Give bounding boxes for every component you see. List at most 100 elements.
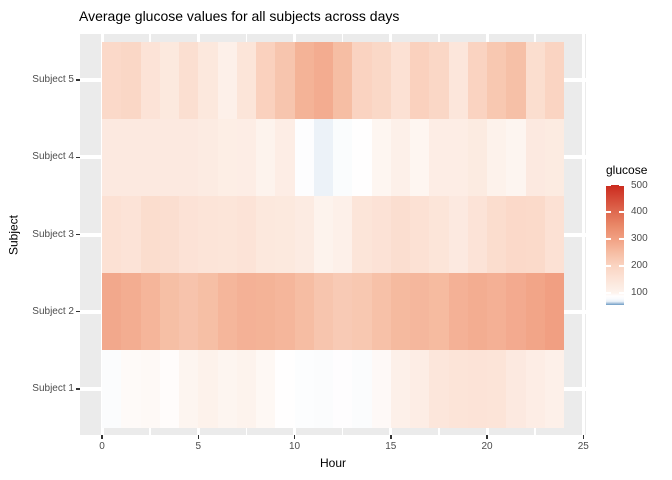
heatmap-cell xyxy=(313,273,333,351)
legend-tick-label: 500 xyxy=(631,179,648,191)
legend: glucose 500 400 300 200 100 xyxy=(606,163,672,308)
legend-colorbar xyxy=(606,185,624,305)
heatmap-cell xyxy=(371,195,391,274)
x-axis-title: Hour xyxy=(319,456,346,470)
heatmap-cell xyxy=(179,118,199,196)
heatmap-cell xyxy=(410,41,430,119)
heatmap-cell xyxy=(256,273,276,351)
heatmap-cell xyxy=(102,350,122,428)
heatmap-cell xyxy=(217,41,237,119)
heatmap-cell xyxy=(294,41,314,119)
heatmap-cell xyxy=(236,350,256,428)
legend-tick-label: 200 xyxy=(631,260,648,272)
legend-tick-mark xyxy=(619,237,624,240)
heatmap-row xyxy=(102,118,564,196)
heatmap-cell xyxy=(429,273,449,351)
heatmap-row xyxy=(102,350,564,428)
heatmap-cell xyxy=(448,350,468,428)
legend-tick-mark xyxy=(619,264,624,267)
heatmap-row xyxy=(102,41,564,119)
heatmap-cell xyxy=(179,41,199,119)
heatmap-cell xyxy=(352,41,372,119)
heatmap-cell xyxy=(159,41,179,119)
heatmap-cell xyxy=(313,118,333,196)
heatmap-cell xyxy=(352,195,372,274)
heatmap-cell xyxy=(256,41,276,119)
legend-tick-mark xyxy=(619,291,624,294)
heatmap-cell xyxy=(140,195,160,274)
heatmap-cell xyxy=(256,118,276,196)
heatmap-cell xyxy=(294,195,314,274)
heatmap-cell xyxy=(140,41,160,119)
heatmap-cell xyxy=(371,273,391,351)
heatmap-cell xyxy=(371,350,391,428)
heatmap-cell xyxy=(256,350,276,428)
y-axis-title: Subject xyxy=(6,214,21,256)
x-tick-mark xyxy=(293,435,296,439)
heatmap-cell xyxy=(390,41,410,119)
heatmap-row xyxy=(102,273,564,351)
heatmap-cell xyxy=(102,195,122,274)
legend-tick-mark xyxy=(606,237,611,240)
heatmap-cell xyxy=(121,195,141,274)
heatmap-cell xyxy=(390,195,410,274)
heatmap-cell xyxy=(275,273,295,351)
heatmap-cell xyxy=(487,350,507,428)
heatmap-cell xyxy=(448,118,468,196)
heatmap-cell xyxy=(313,350,333,428)
heatmap-cell xyxy=(333,195,353,274)
heatmap-cell xyxy=(275,118,295,196)
heatmap-cell xyxy=(198,195,218,274)
heatmap-cell xyxy=(371,41,391,119)
y-tick-mark xyxy=(76,388,80,390)
legend-tick-mark xyxy=(606,291,611,294)
heatmap-cell xyxy=(544,195,564,274)
heatmap-cell xyxy=(525,350,545,428)
y-tick-label: Subject 2 xyxy=(32,305,74,317)
y-tick-mark xyxy=(76,79,80,81)
heatmap-cell xyxy=(313,195,333,274)
heatmap-cell xyxy=(121,350,141,428)
chart-panel xyxy=(80,34,586,435)
legend-tick-mark xyxy=(619,184,624,186)
heatmap-cell xyxy=(506,118,526,196)
heatmap-cell xyxy=(448,273,468,351)
heatmap-cell xyxy=(544,273,564,351)
legend-tick-label: 100 xyxy=(631,287,648,299)
heatmap-cell xyxy=(198,118,218,196)
legend-tick-mark xyxy=(619,210,624,213)
x-tick-label: 25 xyxy=(577,441,589,452)
heatmap-cell xyxy=(506,195,526,274)
y-tick-label: Subject 3 xyxy=(32,228,74,240)
heatmap-cell xyxy=(467,350,487,428)
heatmap-cell xyxy=(410,118,430,196)
heatmap-cell xyxy=(275,350,295,428)
heatmap-cell xyxy=(236,273,256,351)
heatmap-cell xyxy=(506,273,526,351)
heatmap-cell xyxy=(217,273,237,351)
heatmap-cell xyxy=(467,195,487,274)
heatmap xyxy=(102,41,564,428)
heatmap-cell xyxy=(140,350,160,428)
heatmap-cell xyxy=(352,273,372,351)
heatmap-cell xyxy=(410,273,430,351)
heatmap-cell xyxy=(159,118,179,196)
heatmap-cell xyxy=(544,350,564,428)
legend-tick-mark xyxy=(606,210,611,213)
heatmap-cell xyxy=(410,350,430,428)
heatmap-cell xyxy=(390,118,410,196)
x-tick-mark xyxy=(486,435,488,439)
y-tick-label: Subject 4 xyxy=(32,151,74,163)
heatmap-cell xyxy=(525,273,545,351)
heatmap-cell xyxy=(448,195,468,274)
heatmap-cell xyxy=(467,118,487,196)
heatmap-cell xyxy=(525,41,545,119)
heatmap-cell xyxy=(294,273,314,351)
x-tick-label: 0 xyxy=(99,441,105,452)
heatmap-cell xyxy=(429,350,449,428)
y-tick-mark xyxy=(76,156,80,159)
heatmap-cell xyxy=(390,350,410,428)
x-tick-label: 15 xyxy=(385,441,397,452)
heatmap-cell xyxy=(217,118,237,196)
heatmap-cell xyxy=(236,118,256,196)
